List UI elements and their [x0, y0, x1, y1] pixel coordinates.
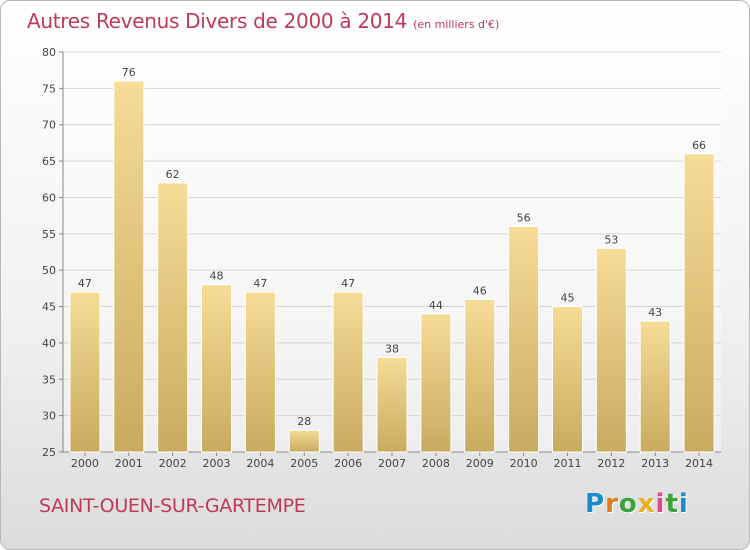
bar-value-label: 47: [341, 277, 355, 290]
x-tick-label: 2001: [115, 457, 143, 470]
bar-value-label: 47: [78, 277, 92, 290]
bar-value-label: 56: [517, 212, 531, 225]
bar: [244, 291, 276, 453]
bar: [157, 182, 189, 453]
bar-value-label: 43: [648, 306, 662, 319]
bar: [288, 429, 320, 453]
bar-value-label: 44: [429, 299, 443, 312]
x-tick-label: 2010: [510, 457, 538, 470]
y-tick-label: 75: [42, 82, 56, 95]
y-tick-label: 55: [42, 228, 56, 241]
x-tick-label: 2005: [290, 457, 318, 470]
location-name: SAINT-OUEN-SUR-GARTEMPE: [39, 495, 306, 517]
bar: [595, 247, 627, 453]
chart-title-row: Autres Revenus Divers de 2000 à 2014 (en …: [27, 9, 499, 33]
bar-value-label: 46: [473, 284, 487, 297]
bar-value-label: 38: [385, 342, 399, 355]
y-tick-label: 35: [42, 373, 56, 386]
logo-letter: i: [655, 489, 666, 519]
bar: [69, 291, 101, 453]
bar-value-label: 47: [253, 277, 267, 290]
bar: [464, 298, 496, 453]
bar-value-label: 76: [122, 66, 136, 79]
y-tick-label: 60: [42, 191, 56, 204]
logo-letter: r: [605, 489, 619, 519]
y-tick-label: 40: [42, 337, 56, 350]
bar-layer: [69, 80, 715, 453]
y-tick-label: 30: [42, 410, 56, 423]
x-tick-label: 2009: [466, 457, 494, 470]
logo-letter: o: [618, 489, 638, 519]
y-tick-label: 45: [42, 301, 56, 314]
bar: [639, 320, 671, 453]
x-tick-label: 2013: [641, 457, 669, 470]
bar: [551, 306, 583, 453]
x-tick-label: 2006: [334, 457, 362, 470]
x-tick-label: 2014: [685, 457, 713, 470]
bar: [508, 226, 540, 453]
chart-subtitle: (en milliers d'€): [413, 18, 500, 31]
x-tick-label: 2003: [203, 457, 231, 470]
bar-value-label: 66: [692, 139, 706, 152]
logo-letter: i: [678, 489, 689, 519]
y-tick-label: 70: [42, 119, 56, 132]
bar-value-label: 28: [297, 415, 311, 428]
bar: [376, 356, 408, 453]
x-tick-label: 2008: [422, 457, 450, 470]
y-tick-label: 65: [42, 155, 56, 168]
y-tick-label: 50: [42, 264, 56, 277]
label-layer: 47 2000 76 2001 62 2002 48 2003 47 2004 28 2005 47 20…: [71, 66, 713, 470]
x-tick-label: 2011: [553, 457, 581, 470]
bar-value-label: 45: [560, 292, 574, 305]
bar: [113, 80, 145, 453]
bar: [201, 284, 233, 453]
logo-letter: P: [585, 489, 606, 519]
x-tick-label: 2002: [159, 457, 187, 470]
logo-letter: t: [665, 489, 679, 519]
bar-value-label: 48: [210, 270, 224, 283]
x-tick-label: 2000: [71, 457, 99, 470]
proxiti-logo: Proxiti: [585, 489, 689, 519]
bar: [420, 313, 452, 453]
x-tick-label: 2012: [597, 457, 625, 470]
bar: [683, 153, 715, 453]
x-tick-label: 2004: [246, 457, 274, 470]
logo-letter: x: [637, 489, 656, 519]
chart-title: Autres Revenus Divers de 2000 à 2014: [27, 9, 408, 33]
bar: [332, 291, 364, 453]
bar-value-label: 62: [166, 168, 180, 181]
y-tick-label: 80: [42, 46, 56, 59]
y-tick-label: 25: [42, 446, 56, 459]
bar-value-label: 53: [604, 233, 618, 246]
x-tick-label: 2007: [378, 457, 406, 470]
